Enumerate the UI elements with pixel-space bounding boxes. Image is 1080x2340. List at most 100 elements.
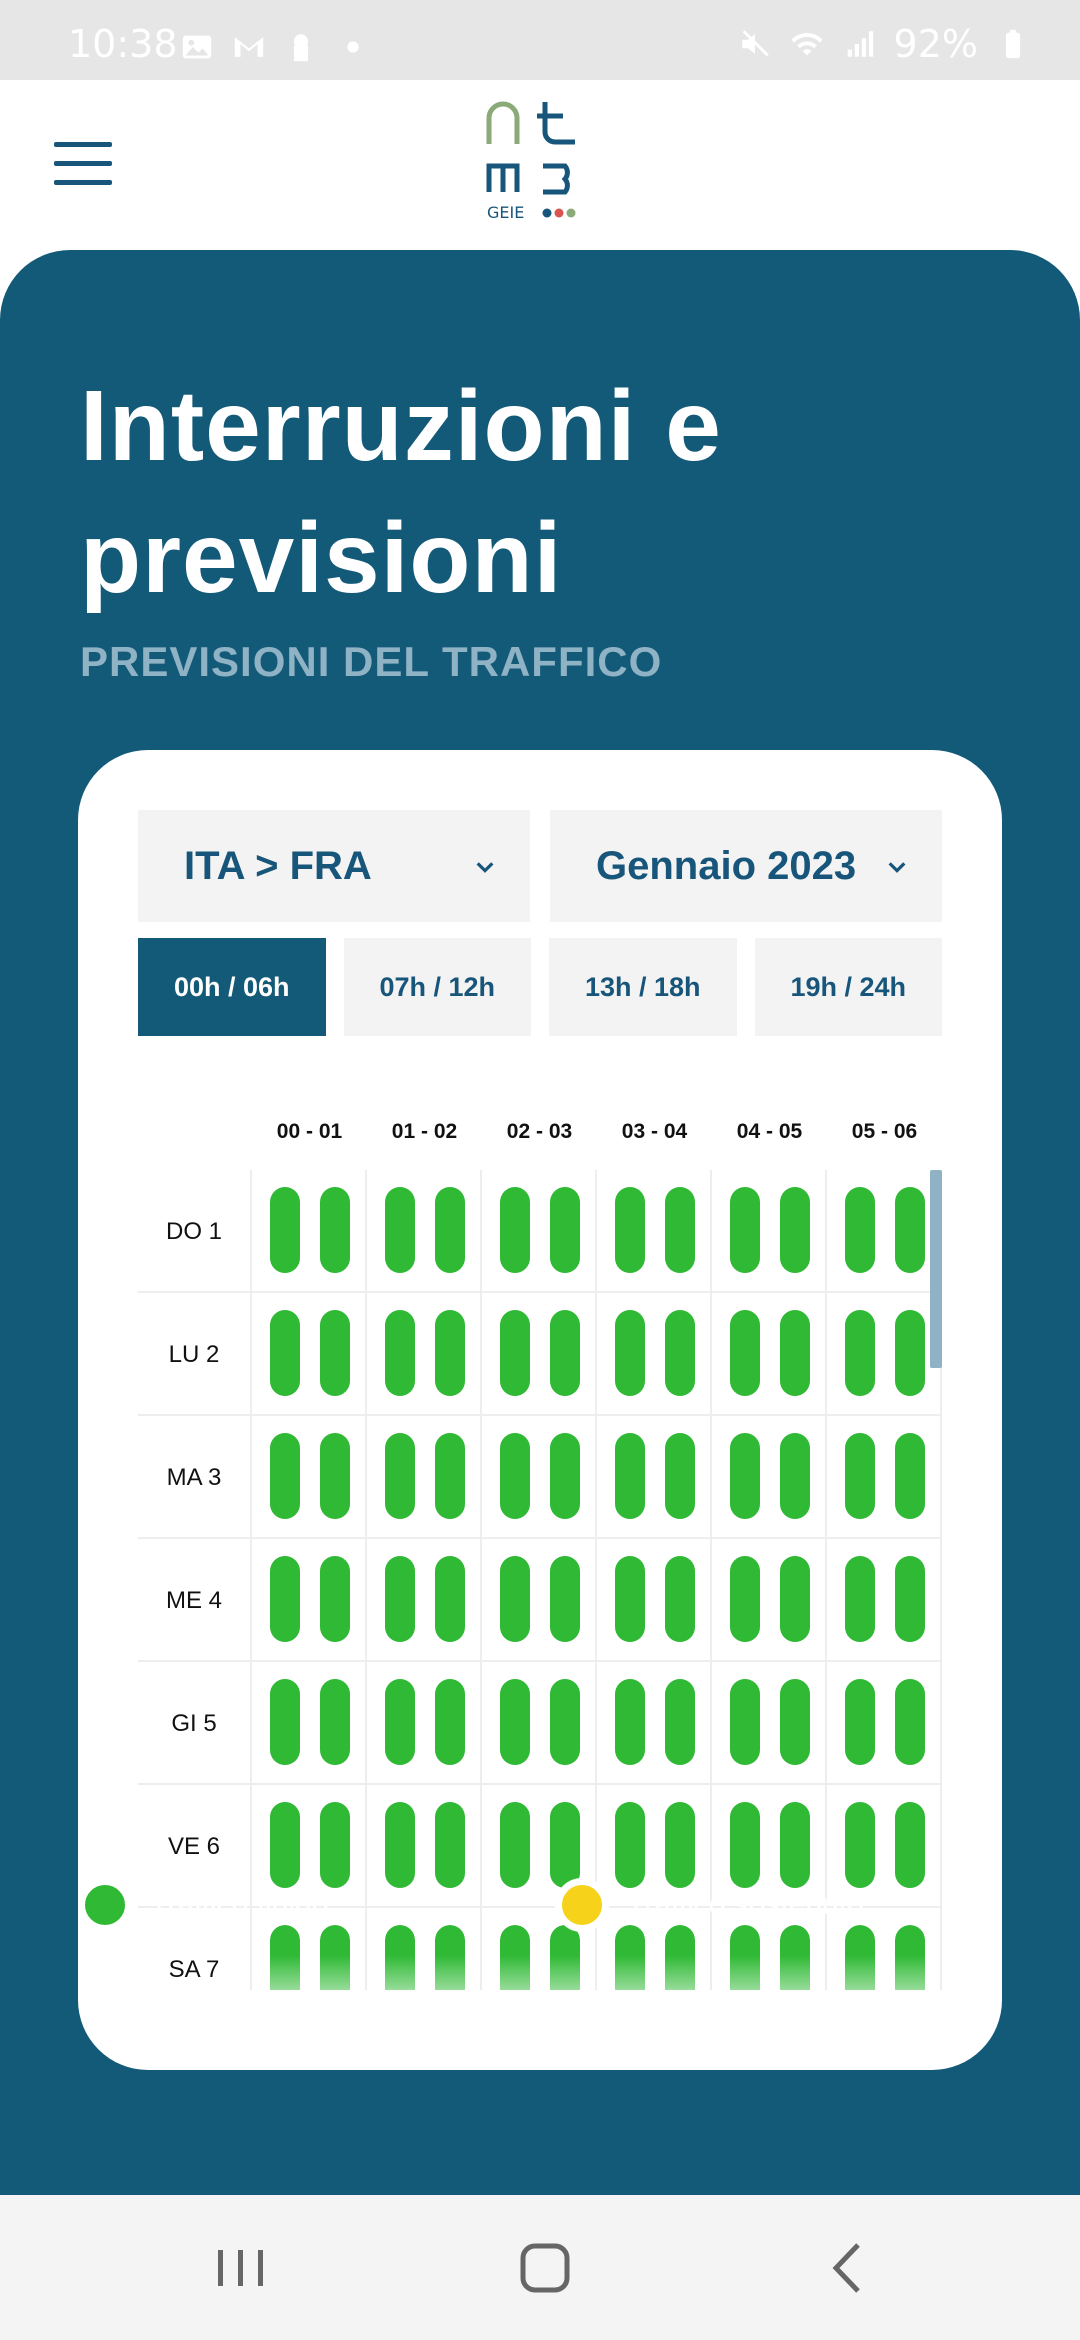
grid-row: ME 4 — [138, 1539, 942, 1662]
back-icon[interactable] — [812, 2235, 882, 2301]
legend-dot-green — [78, 1878, 132, 1932]
grid-cell — [252, 1170, 367, 1293]
grid-cell — [367, 1539, 482, 1662]
row-label: SA 7 — [138, 1908, 252, 1990]
traffic-status-pill — [845, 1187, 875, 1273]
route-select[interactable]: ITA > FRA — [138, 810, 530, 922]
grid-row: SA 7 — [138, 1908, 942, 1990]
grid-header: 00 - 01 01 - 02 02 - 03 03 - 04 04 - 05 05 - … — [138, 1090, 942, 1170]
column-header: 05 - 06 — [851, 1120, 918, 1143]
grid-cell — [252, 1416, 367, 1539]
traffic-status-pill — [895, 1925, 925, 1990]
grid-scrollbar[interactable] — [930, 1170, 942, 1368]
system-nav-bar — [0, 2195, 1080, 2340]
month-select[interactable]: Gennaio 2023 — [550, 810, 942, 922]
grid-cell — [712, 1416, 827, 1539]
column-header: 04 - 05 — [736, 1120, 803, 1143]
traffic-status-pill — [385, 1187, 415, 1273]
month-select-value: Gennaio 2023 — [596, 843, 857, 888]
traffic-status-pill — [385, 1310, 415, 1396]
traffic-status-pill — [895, 1556, 925, 1642]
home-icon[interactable] — [510, 2235, 580, 2301]
traffic-status-pill — [895, 1802, 925, 1888]
grid-cell — [827, 1908, 942, 1990]
grid-cell — [367, 1293, 482, 1416]
grid-cell — [827, 1293, 942, 1416]
traffic-status-pill — [270, 1433, 300, 1519]
traffic-status-pill — [385, 1925, 415, 1990]
traffic-status-pill — [435, 1925, 465, 1990]
traffic-status-pill — [500, 1556, 530, 1642]
grid-cell — [252, 1785, 367, 1908]
traffic-status-pill — [780, 1679, 810, 1765]
grid-cell — [827, 1662, 942, 1785]
menu-line — [54, 142, 112, 147]
page-title-line2: previsioni — [80, 502, 563, 614]
traffic-forecast-card: ITA > FRA Gennaio 2023 00h / 06h 07h / 1… — [78, 750, 1002, 2070]
traffic-status-pill — [665, 1679, 695, 1765]
traffic-status-pill — [550, 1310, 580, 1396]
traffic-status-pill — [665, 1802, 695, 1888]
gallery-icon — [182, 35, 212, 59]
traffic-status-pill — [665, 1925, 695, 1990]
traffic-status-pill — [320, 1802, 350, 1888]
traffic-status-pill — [845, 1310, 875, 1396]
grid-cell — [367, 1785, 482, 1908]
traffic-status-pill — [615, 1433, 645, 1519]
hamburger-menu-button[interactable] — [54, 142, 112, 186]
grid-row: VE 6 — [138, 1785, 942, 1908]
status-bar: 10:38 92% — [0, 0, 1080, 80]
grid-cell — [712, 1662, 827, 1785]
traffic-status-pill — [320, 1187, 350, 1273]
legend-dot-yellow — [555, 1878, 609, 1932]
grid-cell — [367, 1908, 482, 1990]
traffic-status-pill — [500, 1925, 530, 1990]
traffic-grid[interactable]: 00 - 01 01 - 02 02 - 03 03 - 04 04 - 05 05 - … — [138, 1090, 942, 1990]
gmail-icon — [234, 37, 264, 57]
grid-cell — [712, 1293, 827, 1416]
grid-cell — [482, 1908, 597, 1990]
traffic-status-pill — [320, 1679, 350, 1765]
traffic-status-pill — [435, 1802, 465, 1888]
traffic-status-pill — [500, 1433, 530, 1519]
dot-icon — [347, 41, 359, 53]
row-label: ME 4 — [138, 1539, 252, 1662]
logo-text: GEIE — [487, 203, 524, 222]
tab-19-24[interactable]: 19h / 24h — [754, 938, 942, 1036]
traffic-status-pill — [615, 1187, 645, 1273]
traffic-status-pill — [550, 1679, 580, 1765]
grid-cell — [712, 1908, 827, 1990]
column-header: 03 - 04 — [621, 1120, 688, 1143]
traffic-status-pill — [780, 1187, 810, 1273]
traffic-status-pill — [845, 1802, 875, 1888]
traffic-status-pill — [270, 1802, 300, 1888]
column-header: 00 - 01 — [276, 1120, 343, 1143]
status-icons-right: 92% — [738, 22, 1030, 66]
traffic-status-pill — [665, 1556, 695, 1642]
traffic-status-pill — [895, 1433, 925, 1519]
chevron-down-icon — [476, 862, 494, 873]
traffic-status-pill — [385, 1433, 415, 1519]
traffic-status-pill — [780, 1433, 810, 1519]
tab-00-06[interactable]: 00h / 06h — [138, 938, 326, 1036]
grid-cell — [482, 1293, 597, 1416]
grid-cell — [712, 1785, 827, 1908]
menu-line — [54, 180, 112, 185]
tab-13-18[interactable]: 13h / 18h — [549, 938, 737, 1036]
column-header: 01 - 02 — [391, 1120, 458, 1143]
grid-cell — [712, 1170, 827, 1293]
traffic-status-pill — [730, 1187, 760, 1273]
chevron-down-icon — [888, 862, 906, 873]
traffic-status-pill — [730, 1925, 760, 1990]
keyhole-icon — [293, 34, 309, 62]
traffic-status-pill — [665, 1310, 695, 1396]
battery-icon — [1005, 29, 1021, 59]
tab-07-12[interactable]: 07h / 12h — [343, 938, 531, 1036]
recent-apps-icon[interactable] — [206, 2235, 276, 2301]
hero-section: Interruzioni e previsioni PREVISIONI DEL… — [0, 250, 1080, 2340]
traffic-status-pill — [730, 1556, 760, 1642]
traffic-status-pill — [500, 1802, 530, 1888]
traffic-status-pill — [270, 1679, 300, 1765]
grid-cell — [597, 1908, 712, 1990]
signal-icon — [847, 31, 873, 57]
